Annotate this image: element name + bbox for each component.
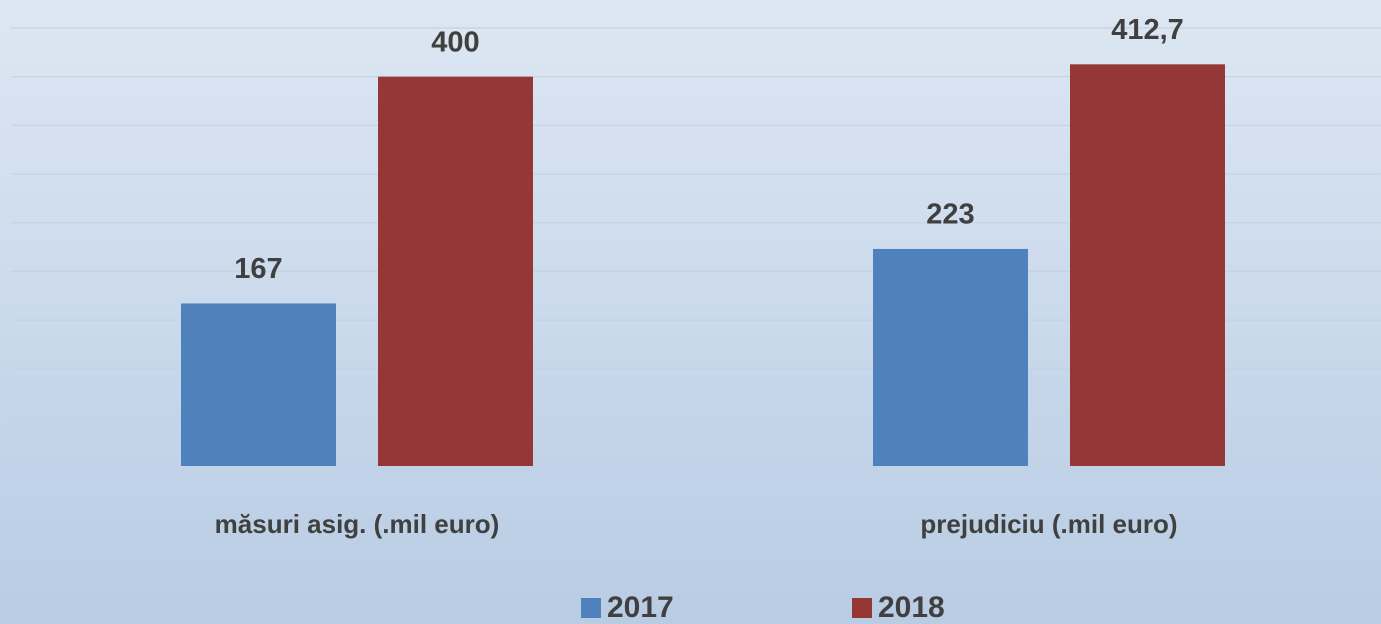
bar <box>1070 64 1225 467</box>
data-label: 412,7 <box>1111 14 1184 46</box>
x-tick-label: măsuri asig. (.mil euro) <box>215 509 500 539</box>
bar <box>181 303 336 466</box>
legend-swatch <box>852 598 872 618</box>
data-label: 167 <box>234 253 282 285</box>
legend-label: 2018 <box>878 591 945 624</box>
legend-label: 2017 <box>607 591 674 624</box>
legend-swatch <box>581 598 601 618</box>
x-tick-label: prejudiciu (.mil euro) <box>920 509 1177 539</box>
data-label: 223 <box>926 199 974 231</box>
bar <box>873 248 1028 466</box>
data-label: 400 <box>431 26 479 58</box>
bar <box>378 76 533 467</box>
